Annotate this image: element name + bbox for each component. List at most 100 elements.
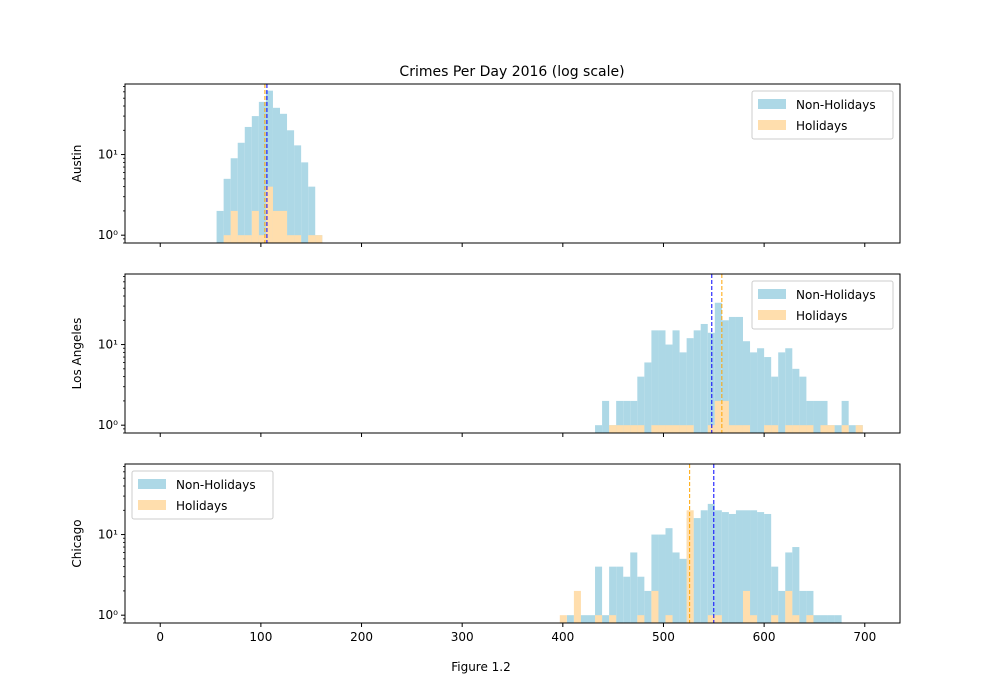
non-holidays-bar	[750, 352, 758, 433]
legend-box	[751, 280, 894, 330]
plot-area	[559, 464, 842, 623]
holidays-bar	[308, 235, 316, 243]
y-axis-label: Los Angeles	[70, 318, 84, 390]
x-tick-label: 200	[350, 630, 373, 644]
non-holidays-bar	[764, 513, 772, 623]
legend-entry-holidays-swatch	[758, 310, 786, 320]
non-holidays-bar	[792, 368, 800, 433]
y-tick-label: 10¹	[98, 338, 118, 352]
chart-title: Crimes Per Day 2016 (log scale)	[399, 64, 624, 80]
non-holidays-bar	[778, 352, 786, 433]
non-holidays-bar	[644, 590, 652, 623]
non-holidays-bar	[693, 518, 701, 623]
non-holidays-bar	[580, 615, 588, 623]
y-tick-label: 10¹	[98, 148, 118, 162]
holidays-bar	[237, 235, 245, 243]
non-holidays-bar	[735, 316, 743, 433]
non-holidays-bar	[742, 341, 751, 433]
non-holidays-bar	[806, 400, 814, 433]
holidays-bar	[714, 400, 722, 433]
non-holidays-bar	[566, 615, 574, 623]
holidays-bar	[764, 425, 772, 433]
non-holidays-bar	[616, 566, 624, 623]
non-holidays-bar	[848, 425, 856, 433]
non-holidays-bar	[630, 400, 638, 433]
non-holidays-bar	[785, 552, 793, 623]
holidays-bar	[287, 235, 295, 243]
x-tick-label: 600	[753, 630, 776, 644]
non-holidays-bar	[792, 547, 800, 623]
non-holidays-bar	[637, 376, 645, 433]
non-holidays-bar	[799, 590, 807, 623]
non-holidays-bar	[771, 376, 779, 433]
non-holidays-bar	[294, 145, 302, 243]
non-holidays-bar	[258, 101, 266, 243]
non-holidays-bar	[714, 302, 722, 433]
holidays-bar	[665, 425, 673, 433]
non-holidays-bar	[799, 376, 807, 433]
legend-entry-non-holidays-swatch	[138, 479, 166, 489]
holidays-bar	[785, 590, 793, 623]
holidays-bar	[573, 590, 581, 623]
panel-los-angeles: 10⁰ 10¹ Los Angeles Non-Holidays Holidays	[70, 273, 901, 437]
non-holidays-bar	[834, 425, 842, 433]
non-holidays-bar	[287, 130, 295, 243]
non-holidays-bar	[728, 513, 736, 623]
panel-chicago: 10⁰ 10¹ 0 100 200 300 400 500 600 700 Chicago Non-H…	[70, 463, 901, 644]
non-holidays-bar	[602, 615, 610, 623]
non-holidays-bar	[595, 566, 603, 623]
non-holidays-bar	[251, 116, 259, 243]
legend-entry-holidays-label: Holidays	[796, 119, 847, 133]
non-holidays-bar	[216, 210, 224, 243]
non-holidays-bar	[806, 590, 814, 623]
holidays-bar	[721, 400, 729, 433]
non-holidays-bar	[785, 348, 793, 433]
non-holidays-bar	[587, 615, 596, 623]
non-holidays-bar	[778, 590, 786, 623]
x-tick-label: 500	[652, 630, 675, 644]
holidays-bar	[559, 615, 567, 623]
legend-entry-holidays-swatch	[138, 500, 166, 510]
non-holidays-bar	[771, 566, 779, 623]
non-holidays-bar	[623, 400, 631, 433]
non-holidays-bar	[665, 528, 673, 623]
non-holidays-bar	[750, 510, 758, 623]
holidays-bar	[686, 510, 694, 623]
non-holidays-bar	[686, 338, 694, 433]
holidays-bar	[595, 615, 603, 623]
holidays-bar	[315, 235, 323, 243]
non-holidays-bar	[757, 348, 765, 433]
non-holidays-bar	[658, 534, 666, 623]
non-holidays-bar	[728, 316, 736, 433]
non-holidays-bar	[272, 107, 280, 243]
non-holidays-bar	[265, 90, 273, 243]
holidays-bar	[679, 425, 687, 433]
non-holidays-bar	[595, 425, 603, 433]
non-holidays-bar	[834, 615, 842, 623]
non-holidays-bar	[735, 510, 743, 623]
holidays-bar	[223, 235, 231, 243]
holidays-bar	[280, 210, 288, 243]
x-tick-label: 300	[451, 630, 474, 644]
non-holidays-bar	[827, 615, 835, 623]
non-holidays-bar	[764, 357, 772, 433]
non-holidays-bar	[707, 503, 715, 623]
non-holidays-bar	[700, 323, 708, 433]
axes-frame	[124, 83, 901, 244]
non-holidays-bar	[658, 330, 666, 433]
non-holidays-bar	[714, 510, 722, 623]
holidays-bar	[714, 615, 722, 623]
holidays-bar	[806, 615, 814, 623]
legend-box	[751, 90, 894, 140]
non-holidays-bar	[280, 113, 288, 243]
holidays-bar	[609, 425, 617, 433]
non-holidays-bar	[757, 512, 765, 623]
panels-container: 10⁰ 10¹ Austin Non-Holidays Holidays 10⁰ 10¹ Lo…	[70, 83, 901, 644]
legend-entry-non-holidays-swatch	[758, 289, 786, 299]
holidays-bar	[230, 210, 238, 243]
holidays-bar	[265, 186, 273, 243]
holidays-bar	[855, 425, 863, 433]
y-tick-label: 10¹	[98, 528, 118, 542]
non-holidays-bar	[665, 344, 673, 433]
